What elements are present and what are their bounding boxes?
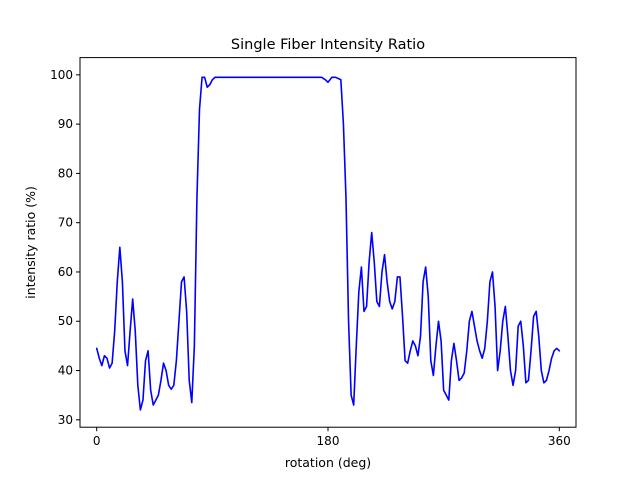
y-axis-label: intensity ratio (%) xyxy=(23,186,38,299)
y-tick-label: 70 xyxy=(58,216,73,230)
y-tick-label: 30 xyxy=(58,413,73,427)
x-axis: 0 180 360 xyxy=(93,427,571,448)
y-tick-label: 40 xyxy=(58,364,73,378)
y-tick-label: 100 xyxy=(50,68,73,82)
y-axis: 30 40 50 60 70 80 90 100 xyxy=(50,68,80,427)
y-tick-label: 80 xyxy=(58,166,73,180)
y-tick-label: 90 xyxy=(58,117,73,131)
y-tick-label: 60 xyxy=(58,265,73,279)
chart-title: Single Fiber Intensity Ratio xyxy=(231,37,425,53)
x-tick-label: 0 xyxy=(93,434,101,448)
x-axis-label: rotation (deg) xyxy=(285,455,371,470)
x-tick-label: 180 xyxy=(317,434,340,448)
y-tick-label: 50 xyxy=(58,314,73,328)
x-tick-label: 360 xyxy=(548,434,571,448)
series-line xyxy=(95,76,561,411)
plot-area xyxy=(95,76,561,411)
